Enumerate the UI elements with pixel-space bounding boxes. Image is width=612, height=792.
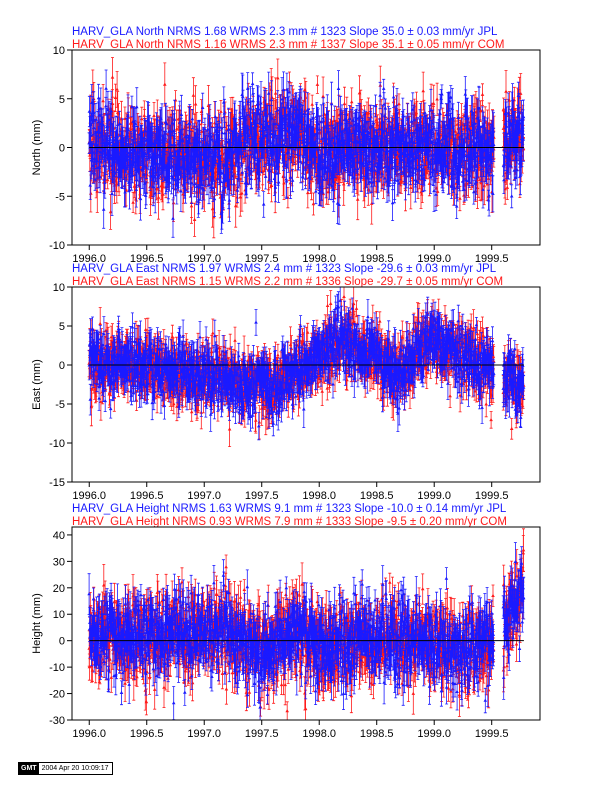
east-title-jpl: HARV_GLA East NRMS 1.97 WRMS 2.4 mm # 13… [72,263,497,275]
gmt-timestamp-stamp: GMT 2004 Apr 20 10:09:17 [18,762,113,775]
height-title-com: HARV_GLA Height NRMS 0.93 WRMS 7.9 mm # … [72,516,507,528]
north-x-tick-label: 1999.0 [417,253,451,265]
east-x-tick-label: 1998.5 [360,490,394,502]
north-title-com: HARV_GLA North NRMS 1.16 WRMS 2.3 mm # 1… [72,39,504,51]
height-ticks: 1996.0 1996.5 1997.0 1997.5 1998.0 1998.5 1999… [49,530,509,740]
north-title-jpl: HARV_GLA North NRMS 1.68 WRMS 2.3 mm # 1… [72,26,498,38]
north-x-tick-label: 1999.5 [475,253,509,265]
height-x-tick-label: 1996.0 [72,728,106,740]
height-marks [87,528,526,720]
height-panel: HARV_GLA Height NRMS 1.63 WRMS 9.1 mm # … [31,503,541,740]
north-x-tick-label: 1998.5 [360,253,394,265]
east-ticks: 1996.0 1996.5 1997.0 1997.5 1998.0 1998.5 1999… [49,282,508,502]
plot-timestamp: 2004 Apr 20 10:09:17 [41,765,109,772]
height-x-tick-label: 1997.0 [187,728,221,740]
north-ticks: 1996.0 1996.5 1997.0 1997.5 1998.0 1998.5 1999… [49,45,508,265]
north-marks [87,57,526,239]
east-jpl-points [87,298,526,428]
east-y-tick-label: -5 [55,399,65,411]
east-y-tick-label: 10 [53,282,65,294]
height-y-tick-label: 40 [53,530,65,542]
east-y-tick-label: -10 [49,438,65,450]
east-x-tick-label: 1997.5 [245,490,279,502]
east-x-tick-label: 1996.0 [72,490,106,502]
east-y-tick-label: 0 [59,360,65,372]
height-y-tick-label: 20 [53,583,65,595]
height-x-tick-label: 1999.5 [475,728,509,740]
height-y-tick-label: -20 [49,689,65,701]
east-y-axis-label: East (mm) [31,359,43,410]
east-x-tick-label: 1998.0 [302,490,336,502]
height-y-tick-label: 30 [53,556,65,568]
height-y-tick-label: -10 [49,662,65,674]
height-y-axis-label: Height (mm) [31,593,43,654]
height-y-tick-label: 10 [53,609,65,621]
east-x-tick-label: 1999.5 [475,490,509,502]
height-x-tick-label: 1999.0 [417,728,451,740]
north-x-tick-label: 1997.5 [245,253,279,265]
north-y-tick-label: -10 [49,240,65,252]
height-x-tick-label: 1998.0 [302,728,336,740]
east-x-tick-label: 1999.0 [417,490,451,502]
north-panel: HARV_GLA North NRMS 1.68 WRMS 2.3 mm # 1… [31,26,541,265]
north-x-tick-label: 1997.0 [187,253,221,265]
east-y-tick-label: 5 [59,321,65,333]
height-x-tick-label: 1998.5 [360,728,394,740]
east-panel: HARV_GLA East NRMS 1.97 WRMS 2.4 mm # 13… [31,263,541,502]
east-x-tick-label: 1997.0 [187,490,221,502]
height-plot-frame [71,526,541,721]
east-plot-frame [71,286,541,483]
north-y-tick-label: 0 [59,143,65,155]
north-x-tick-label: 1998.0 [302,253,336,265]
north-y-tick-label: -5 [55,191,65,203]
height-title-jpl: HARV_GLA Height NRMS 1.63 WRMS 9.1 mm # … [72,503,507,515]
north-x-tick-label: 1996.0 [72,253,106,265]
east-series-jpl [87,287,526,441]
height-x-tick-label: 1996.5 [130,728,164,740]
east-y-tick-label: -15 [49,477,65,489]
height-x-tick-label: 1997.5 [245,728,279,740]
east-marks [87,287,526,447]
north-y-axis-label: North (mm) [31,120,43,176]
height-y-tick-label: -30 [49,715,65,727]
north-series-jpl [87,69,526,238]
gmt-logo: GMT [19,763,39,774]
north-jpl-points [87,81,526,220]
east-title-com: HARV_GLA East NRMS 1.15 WRMS 2.2 mm # 13… [72,276,503,288]
east-x-tick-label: 1996.5 [130,490,164,502]
north-y-tick-label: 10 [53,45,65,57]
height-y-tick-label: 0 [59,636,65,648]
north-y-tick-label: 5 [59,94,65,106]
east-com-points [87,294,526,431]
north-x-tick-label: 1996.5 [130,253,164,265]
